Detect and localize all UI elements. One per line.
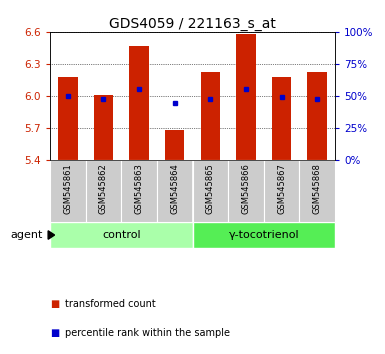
Bar [272,76,291,160]
Bar [192,222,335,248]
Bar [300,160,335,222]
Bar [236,34,256,160]
Bar [50,160,85,222]
Bar [264,160,300,222]
Text: transformed count: transformed count [65,299,156,309]
Text: GSM545864: GSM545864 [170,163,179,213]
Bar [192,160,228,222]
Title: GDS4059 / 221163_s_at: GDS4059 / 221163_s_at [109,17,276,31]
Bar [50,222,192,248]
Text: GSM545865: GSM545865 [206,163,215,213]
Bar [129,46,149,160]
Bar [85,160,121,222]
Bar [228,160,264,222]
Bar [201,72,220,160]
Text: GSM545863: GSM545863 [135,163,144,214]
Text: GSM545867: GSM545867 [277,163,286,214]
Bar [121,160,157,222]
Text: control: control [102,230,141,240]
Text: GSM545868: GSM545868 [313,163,321,214]
Bar [307,72,327,160]
Text: ■: ■ [50,328,59,338]
Bar [157,160,192,222]
Text: γ-tocotrienol: γ-tocotrienol [228,230,299,240]
Bar [165,130,184,160]
Text: agent: agent [10,230,42,240]
Text: GSM545861: GSM545861 [64,163,72,213]
Text: percentile rank within the sample: percentile rank within the sample [65,328,231,338]
Text: GSM545862: GSM545862 [99,163,108,213]
Text: GSM545866: GSM545866 [241,163,250,214]
Bar [94,95,113,160]
Bar [58,76,78,160]
Text: ■: ■ [50,299,59,309]
